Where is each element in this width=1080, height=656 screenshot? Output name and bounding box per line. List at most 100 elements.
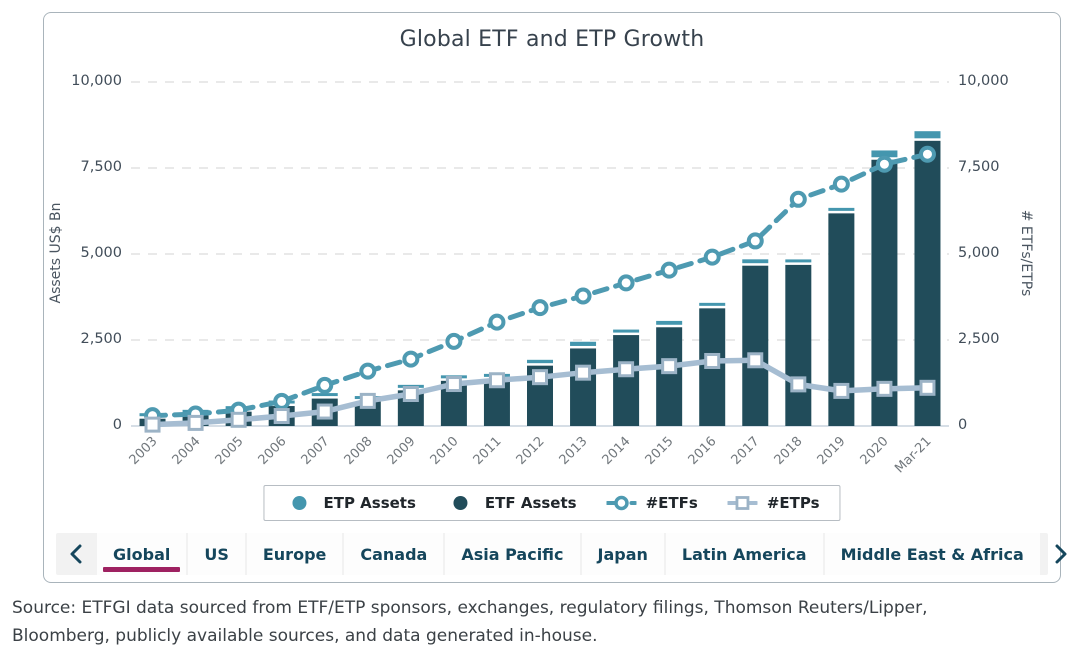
etfs-count-marker[interactable] xyxy=(445,332,463,350)
etfs-count-marker[interactable] xyxy=(488,313,506,331)
etfs-count-marker[interactable] xyxy=(746,232,764,250)
tab-canada[interactable]: Canada xyxy=(344,533,444,575)
tab-us[interactable]: US xyxy=(188,533,245,575)
etps-count-marker[interactable] xyxy=(876,380,893,397)
chevron-glyph xyxy=(70,544,82,564)
bar-etp-assets[interactable] xyxy=(871,150,898,158)
tab-label: US xyxy=(204,544,229,564)
legend-item[interactable]: ETP Assets xyxy=(284,494,416,512)
etps-count-marker[interactable] xyxy=(144,416,161,433)
tab-asia-pacific[interactable]: Asia Pacific xyxy=(445,533,580,575)
etfs-count-marker[interactable] xyxy=(660,261,678,279)
left-ytick: 7,500 xyxy=(80,159,122,175)
right-ytick: 2,500 xyxy=(958,331,1000,347)
etfs-count-marker[interactable] xyxy=(832,175,850,193)
tab-label: Latin America xyxy=(681,544,807,564)
etfs-count-marker[interactable] xyxy=(402,350,420,368)
source-note: Source: ETFGI data sourced from ETF/ETP … xyxy=(12,594,1070,650)
line-hollow-square-icon xyxy=(727,496,758,510)
legend-item[interactable]: ETF Assets xyxy=(446,494,577,512)
etps-count-marker[interactable] xyxy=(661,358,678,375)
legend-item[interactable]: #ETPs xyxy=(727,494,820,512)
right-ytick: 7,500 xyxy=(958,159,1000,175)
tab-label: Japan xyxy=(597,544,648,564)
etfs-count-marker[interactable] xyxy=(875,155,893,173)
chevron-left-icon[interactable] xyxy=(56,533,96,575)
bar-etp-assets[interactable] xyxy=(613,329,640,333)
left-ytick: 0 xyxy=(112,417,122,433)
filled-circle-icon xyxy=(453,496,468,510)
bar-etp-assets[interactable] xyxy=(699,302,726,306)
chevron-right-icon[interactable] xyxy=(1041,533,1080,575)
chevron-glyph xyxy=(1055,544,1067,564)
bar-etf-assets[interactable] xyxy=(570,348,597,426)
dashed-line-hollow-circle-icon xyxy=(606,495,637,511)
right-ytick: 10,000 xyxy=(958,73,1009,89)
combo-chart-plot xyxy=(131,81,949,433)
bar-etp-assets[interactable] xyxy=(742,259,769,264)
bar-etf-assets[interactable] xyxy=(914,140,941,426)
etfs-count-marker[interactable] xyxy=(574,287,592,305)
etps-count-marker[interactable] xyxy=(532,369,548,386)
tab-label: Global xyxy=(113,544,171,564)
tab-middle-east-africa[interactable]: Middle East & Africa xyxy=(824,533,1040,575)
bar-etf-assets[interactable] xyxy=(656,327,683,426)
etfs-count-marker[interactable] xyxy=(918,145,936,163)
legend-item[interactable]: #ETFs xyxy=(606,494,698,512)
tab-global[interactable]: Global xyxy=(97,533,187,575)
active-tab-underline xyxy=(103,567,181,572)
etps-count-marker[interactable] xyxy=(316,403,333,420)
bar-etp-assets[interactable] xyxy=(570,341,597,346)
right-ytick: 5,000 xyxy=(958,245,1000,261)
bar-etp-assets[interactable] xyxy=(828,207,855,211)
etps-count-marker[interactable] xyxy=(919,379,936,396)
legend-marker xyxy=(614,495,629,511)
etps-count-marker[interactable] xyxy=(790,376,807,393)
etfs-count-marker[interactable] xyxy=(703,248,721,266)
chevron-path xyxy=(1055,544,1067,564)
etps-count-marker[interactable] xyxy=(359,392,376,409)
bar-etp-assets[interactable] xyxy=(311,393,338,397)
etps-count-marker[interactable] xyxy=(445,376,462,393)
etfs-count-marker[interactable] xyxy=(789,190,807,208)
bar-etp-assets[interactable] xyxy=(785,259,812,263)
bar-etp-assets[interactable] xyxy=(914,131,941,139)
etfs-count-marker[interactable] xyxy=(273,392,291,410)
etps-count-marker[interactable] xyxy=(230,411,247,428)
etps-count-marker[interactable] xyxy=(833,382,850,399)
etps-count-marker[interactable] xyxy=(704,352,721,369)
legend-label: ETP Assets xyxy=(323,494,416,512)
tab-europe[interactable]: Europe xyxy=(246,533,343,575)
legend-label: #ETPs xyxy=(766,494,820,512)
source-line-2: Bloomberg, publicly available sources, a… xyxy=(12,626,598,646)
etps-count-marker[interactable] xyxy=(575,364,592,381)
etps-count-marker[interactable] xyxy=(618,361,635,378)
tab-label: Asia Pacific xyxy=(461,544,564,564)
legend-label: ETF Assets xyxy=(484,494,577,512)
etps-count-marker[interactable] xyxy=(747,352,764,369)
bar-etp-assets[interactable] xyxy=(656,320,683,325)
etfs-count-marker[interactable] xyxy=(617,274,635,292)
etps-count-marker[interactable] xyxy=(488,372,505,389)
bar-etf-assets[interactable] xyxy=(742,265,769,426)
etfs-count-marker[interactable] xyxy=(316,376,334,394)
legend-swatch xyxy=(292,496,307,510)
source-line-1: Source: ETFGI data sourced from ETF/ETP … xyxy=(12,598,928,618)
etps-count-marker[interactable] xyxy=(187,414,204,431)
tab-latin-america[interactable]: Latin America xyxy=(665,533,823,575)
etfs-count-marker[interactable] xyxy=(531,299,549,317)
bar-etp-assets[interactable] xyxy=(527,359,553,364)
etfs-count-marker[interactable] xyxy=(359,362,377,380)
left-ytick: 5,000 xyxy=(80,245,122,261)
etps-count-marker[interactable] xyxy=(402,386,419,403)
legend-marker xyxy=(735,496,750,510)
bar-etf-assets[interactable] xyxy=(613,335,640,426)
chart-legend: ETP Assets ETF Assets #ETFs #ETPs xyxy=(263,485,841,521)
tab-japan[interactable]: Japan xyxy=(581,533,664,575)
etps-count-marker[interactable] xyxy=(273,408,290,425)
tab-label: Canada xyxy=(360,544,428,564)
chart-card: Global ETF and ETP Growth Assets US$ Bn … xyxy=(43,12,1067,583)
region-tabstrip: Global US Europe Canada Asia Pacific Japan Lat… xyxy=(56,533,1067,575)
bar-etf-assets[interactable] xyxy=(785,264,812,426)
